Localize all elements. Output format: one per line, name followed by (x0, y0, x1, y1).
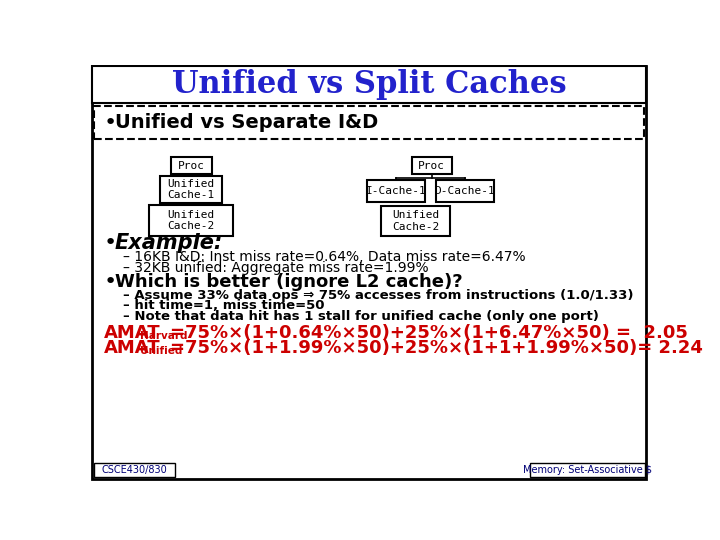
Text: •: • (104, 112, 117, 132)
Text: Harvard: Harvard (140, 331, 187, 341)
FancyBboxPatch shape (381, 206, 451, 236)
Text: Which is better (ignore L2 cache)?: Which is better (ignore L2 cache)? (114, 273, 462, 291)
FancyBboxPatch shape (530, 463, 645, 477)
Text: Unified
Cache-2: Unified Cache-2 (167, 210, 215, 231)
FancyBboxPatch shape (160, 176, 222, 204)
FancyBboxPatch shape (91, 66, 647, 103)
Text: Memory: Set-Associative $: Memory: Set-Associative $ (523, 465, 652, 475)
FancyBboxPatch shape (412, 157, 452, 174)
FancyBboxPatch shape (94, 463, 175, 477)
Text: – 16KB I&D: Inst miss rate=0.64%, Data miss rate=6.47%: – 16KB I&D: Inst miss rate=0.64%, Data m… (122, 249, 525, 264)
Text: D-Cache-1: D-Cache-1 (435, 186, 495, 196)
Text: – 32KB unified: Aggregate miss rate=1.99%: – 32KB unified: Aggregate miss rate=1.99… (122, 261, 428, 275)
Text: Example:: Example: (114, 233, 223, 253)
Text: =75%×(1+0.64%×50)+25%×(1+6.47%×50) =  2.05: =75%×(1+0.64%×50)+25%×(1+6.47%×50) = 2.0… (170, 324, 688, 342)
Text: •: • (104, 272, 117, 292)
Text: – Note that data hit has 1 stall for unified cache (only one port): – Note that data hit has 1 stall for uni… (122, 310, 598, 323)
Text: Unified
Cache-1: Unified Cache-1 (167, 179, 215, 200)
FancyBboxPatch shape (94, 106, 644, 139)
FancyBboxPatch shape (436, 180, 494, 202)
FancyBboxPatch shape (149, 205, 233, 236)
Text: Proc: Proc (418, 161, 445, 171)
Text: I-Cache-1: I-Cache-1 (366, 186, 426, 196)
Text: AMAT: AMAT (104, 339, 161, 357)
FancyBboxPatch shape (367, 180, 425, 202)
Text: •: • (104, 233, 117, 253)
Text: – hit time=1, miss time=50: – hit time=1, miss time=50 (122, 299, 324, 312)
Text: AMAT: AMAT (104, 324, 161, 342)
Text: CSCE430/830: CSCE430/830 (102, 465, 167, 475)
FancyBboxPatch shape (171, 157, 212, 174)
Text: Unified: Unified (140, 346, 182, 356)
Text: Unified vs Separate I&D: Unified vs Separate I&D (114, 113, 378, 132)
Text: Proc: Proc (178, 161, 205, 171)
Text: – Assume 33% data ops ⇒ 75% accesses from instructions (1.0/1.33): – Assume 33% data ops ⇒ 75% accesses fro… (122, 288, 633, 301)
Text: =75%×(1+1.99%×50)+25%×(1+1+1.99%×50)= 2.24: =75%×(1+1.99%×50)+25%×(1+1+1.99%×50)= 2.… (170, 339, 703, 357)
Text: Unified vs Split Caches: Unified vs Split Caches (171, 69, 567, 100)
Text: Unified
Cache-2: Unified Cache-2 (392, 210, 439, 232)
